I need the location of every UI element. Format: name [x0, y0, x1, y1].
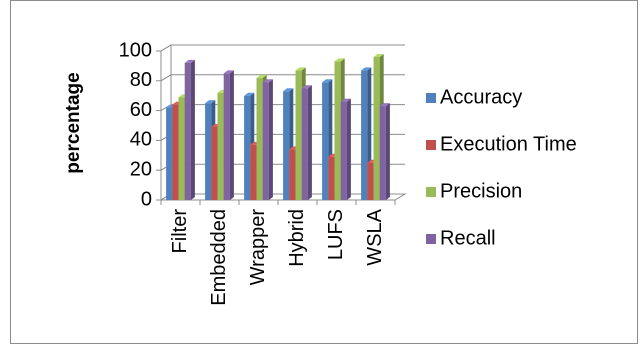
bar-top: [334, 58, 345, 62]
y-tick-label: 100: [119, 39, 152, 61]
bar-front: [184, 62, 191, 200]
bar-recall-wsla: [379, 103, 390, 200]
legend-swatch: [426, 187, 436, 197]
bar-side: [268, 79, 273, 200]
bar-front: [379, 106, 386, 200]
legend-item-recall: Recall: [426, 227, 496, 249]
bar-front: [166, 107, 173, 200]
legend-item-execution-time: Execution Time: [426, 133, 577, 155]
legend-label: Precision: [440, 180, 522, 202]
y-tick-label: 20: [130, 158, 152, 180]
bar-front: [211, 126, 218, 200]
bar-front: [205, 103, 212, 200]
legend-item-precision: Precision: [426, 180, 522, 202]
bar-front: [322, 82, 329, 200]
y-tick-label: 40: [130, 129, 152, 151]
bar-top: [256, 74, 267, 78]
bar-side: [346, 98, 351, 200]
bar-top: [244, 92, 255, 96]
bar-front: [289, 149, 296, 200]
bar-top: [283, 88, 294, 92]
bar-front: [223, 73, 230, 200]
bar-top: [184, 59, 195, 63]
plot-area: 0 20 40 60 80 100 Filter Embedded Wrapper Hybrid L…: [119, 39, 407, 306]
bar-front: [244, 95, 251, 200]
x-tick-label: Wrapper: [247, 209, 269, 286]
bar-front: [340, 101, 347, 200]
bar-chart: 0 20 40 60 80 100 Filter Embedded Wrapper Hybrid L…: [63, 39, 577, 306]
y-tick-label: 60: [130, 99, 152, 121]
x-tick-label: WSLA: [364, 208, 386, 265]
bar-front: [172, 104, 179, 200]
legend-swatch: [426, 140, 436, 150]
bar-top: [340, 98, 351, 102]
bar-front: [334, 61, 341, 201]
bar-top: [262, 79, 273, 83]
x-tick-label: LUFS: [325, 209, 347, 260]
x-tick-label: Filter: [169, 209, 191, 254]
bar-front: [250, 144, 257, 200]
legend-swatch: [426, 93, 436, 103]
legend-label: Execution Time: [440, 133, 577, 155]
bar-front: [295, 70, 302, 201]
gridline: [160, 44, 405, 52]
bar-top: [223, 70, 234, 74]
bar-side: [229, 70, 234, 200]
bar-recall-filter: [184, 59, 195, 200]
x-tick-label: Embedded: [208, 209, 230, 306]
bar-front: [262, 82, 269, 200]
bar-front: [283, 91, 290, 200]
bar-top: [379, 103, 390, 107]
bar-top: [205, 100, 216, 104]
chart-frame: 0 20 40 60 80 100 Filter Embedded Wrapper Hybrid L…: [10, 0, 638, 344]
bar-top: [322, 79, 333, 83]
bar-top: [373, 53, 384, 57]
gridline: [160, 74, 405, 82]
y-tick-label: 80: [130, 69, 152, 91]
bar-top: [361, 67, 372, 71]
legend: Accuracy Execution Time Precision Recall: [426, 86, 577, 249]
bar-front: [328, 156, 335, 200]
bar-top: [301, 85, 312, 89]
bar-recall-embedded: [223, 70, 234, 200]
bar-recall-wrapper: [262, 79, 273, 200]
legend-label: Accuracy: [440, 86, 522, 108]
bar-front: [373, 56, 380, 201]
bar-front: [367, 162, 374, 200]
bar-front: [217, 92, 224, 200]
bar-side: [385, 103, 390, 200]
bar-front: [178, 97, 185, 200]
bar-side: [307, 85, 312, 200]
bar-top: [295, 67, 306, 71]
bar-front: [361, 70, 368, 201]
y-tick-label: 0: [141, 188, 152, 210]
y-axis-label: percentage: [63, 72, 84, 173]
x-tick-label: Hybrid: [286, 209, 308, 267]
bar-front: [301, 88, 308, 200]
bar-side: [190, 59, 195, 200]
bar-recall-hybrid: [301, 85, 312, 200]
legend-label: Recall: [440, 227, 496, 249]
legend-item-accuracy: Accuracy: [426, 86, 522, 108]
bar-front: [256, 77, 263, 200]
bar-recall-lufs: [340, 98, 351, 200]
legend-swatch: [426, 234, 436, 244]
